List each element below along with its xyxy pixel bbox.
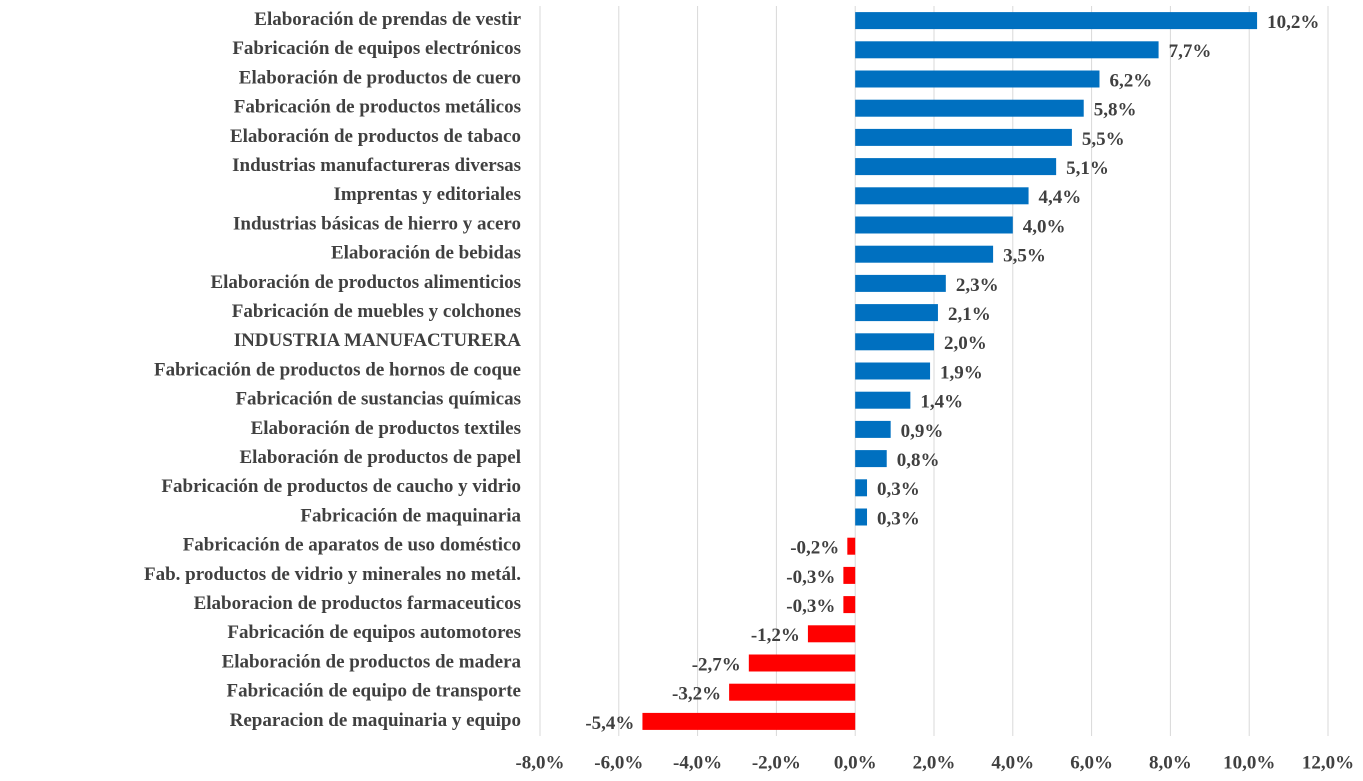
y-tick-label: Elaboración de productos de madera <box>222 651 522 672</box>
y-tick-label: Fabricación de productos de caucho y vid… <box>161 476 521 497</box>
x-tick-label: -2,0% <box>752 752 801 773</box>
x-tick-label: 10,0% <box>1223 752 1275 773</box>
bar <box>642 712 856 730</box>
x-tick-label: 2,0% <box>913 752 956 773</box>
y-tick-label: Fabricación de equipo de transporte <box>227 681 522 702</box>
x-tick-label: 8,0% <box>1149 752 1192 773</box>
bar <box>855 216 1013 234</box>
bar <box>843 566 856 584</box>
data-label: 0,3% <box>877 508 920 529</box>
data-label: 1,4% <box>920 392 963 413</box>
data-label: 2,1% <box>948 304 991 325</box>
data-label: 3,5% <box>1003 246 1046 267</box>
data-label: 0,8% <box>897 450 940 471</box>
data-label: 10,2% <box>1267 12 1319 33</box>
bar <box>855 333 934 351</box>
x-tick-label: 6,0% <box>1070 752 1113 773</box>
bar <box>847 537 856 555</box>
y-tick-label: Imprentas y editoriales <box>333 184 521 205</box>
bar <box>855 450 887 468</box>
x-tick-label: 4,0% <box>991 752 1034 773</box>
bar <box>807 625 856 643</box>
x-tick-label: -8,0% <box>515 752 564 773</box>
data-label: 0,3% <box>877 479 920 500</box>
data-label: -0,2% <box>790 538 839 559</box>
bar <box>855 304 938 322</box>
bar <box>855 420 891 438</box>
y-tick-label: Fabricación de equipos electrónicos <box>232 38 521 59</box>
y-tick-label: Elaboración de productos de cuero <box>239 67 521 88</box>
bar <box>855 245 994 263</box>
y-tick-label: Fabricación de maquinaria <box>300 505 521 526</box>
bar <box>855 70 1100 88</box>
data-label: 5,8% <box>1094 100 1137 121</box>
bar <box>855 41 1159 59</box>
data-label: 5,5% <box>1082 129 1125 150</box>
y-tick-label: Elaboracion de productos farmaceuticos <box>194 593 521 614</box>
data-label: -3,2% <box>672 684 721 705</box>
y-tick-label: Elaboración de prendas de vestir <box>254 9 521 30</box>
y-tick-label: Fabricación de aparatos de uso doméstico <box>183 535 521 556</box>
bar <box>855 479 868 497</box>
bar <box>855 158 1057 176</box>
bar <box>729 683 856 701</box>
y-tick-label: Fabricación de sustancias químicas <box>235 389 521 410</box>
data-label: 6,2% <box>1109 70 1152 91</box>
data-label: -2,7% <box>692 654 741 675</box>
x-tick-label: 12,0% <box>1302 752 1354 773</box>
data-label: -5,4% <box>585 713 634 734</box>
bar <box>843 596 856 614</box>
data-label: 2,0% <box>944 333 987 354</box>
x-tick-label: 0,0% <box>834 752 877 773</box>
y-tick-label: Fabricación de equipos automotores <box>227 622 521 643</box>
y-tick-label: Elaboración de bebidas <box>331 243 521 264</box>
y-tick-label: Fabricación de muebles y colchones <box>232 301 521 322</box>
data-label: 7,7% <box>1169 41 1212 62</box>
bar <box>855 187 1029 205</box>
y-tick-label: Fabricación de productos de hornos de co… <box>154 359 521 380</box>
data-label: 1,9% <box>940 362 983 383</box>
x-tick-label: -6,0% <box>594 752 643 773</box>
x-tick-label: -4,0% <box>673 752 722 773</box>
y-tick-label: Fabricación de productos metálicos <box>234 97 521 118</box>
bar <box>855 128 1072 146</box>
y-tick-label: Industrias manufactureras diversas <box>232 155 521 176</box>
y-tick-label: Reparacion de maquinaria y equipo <box>230 710 521 731</box>
data-label: 4,0% <box>1023 216 1066 237</box>
data-label: 2,3% <box>956 275 999 296</box>
data-label: 4,4% <box>1039 187 1082 208</box>
data-label: -0,3% <box>786 567 835 588</box>
data-label: 0,9% <box>901 421 944 442</box>
bar <box>855 391 911 409</box>
y-tick-label: INDUSTRIA MANUFACTURERA <box>234 330 522 351</box>
y-tick-label: Elaboración de productos de papel <box>239 447 521 468</box>
bar <box>748 654 856 672</box>
bar <box>855 362 931 380</box>
y-tick-label: Fab. productos de vidrio y minerales no … <box>144 564 521 585</box>
bar <box>855 12 1258 30</box>
y-tick-label: Industrias básicas de hierro y acero <box>233 213 521 234</box>
y-tick-label: Elaboración de productos de tabaco <box>230 126 521 147</box>
y-tick-label: Elaboración de productos textiles <box>251 418 521 439</box>
data-label: 5,1% <box>1066 158 1109 179</box>
y-tick-label: Elaboración de productos alimenticios <box>210 272 521 293</box>
bar <box>855 99 1084 117</box>
data-label: -1,2% <box>751 625 800 646</box>
data-label: -0,3% <box>786 596 835 617</box>
bar <box>855 508 868 526</box>
bar <box>855 274 946 292</box>
